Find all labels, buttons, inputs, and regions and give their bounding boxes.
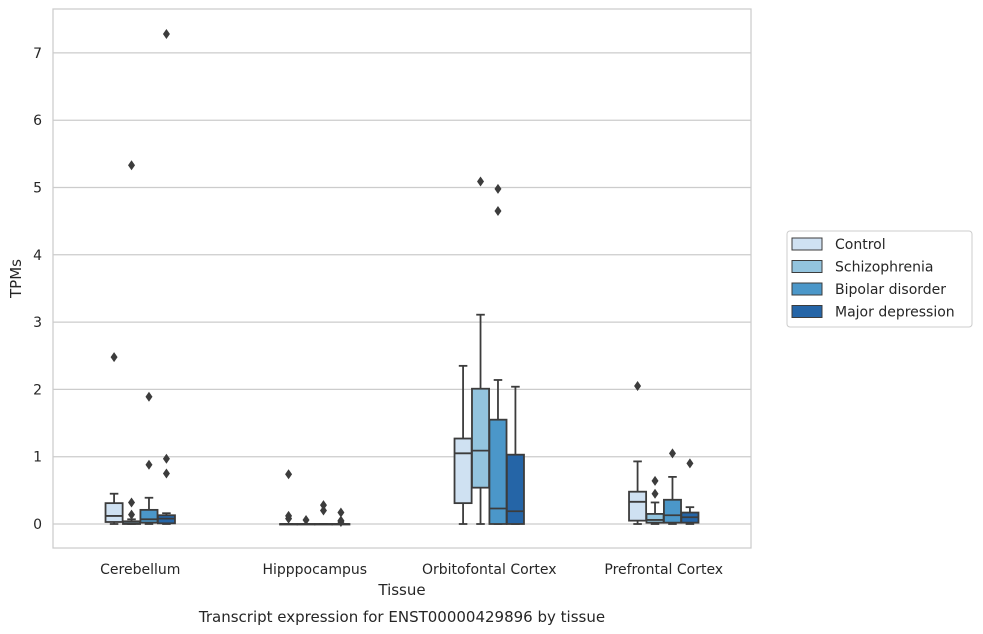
box [296, 514, 316, 526]
box-body [471, 387, 490, 489]
box [279, 469, 299, 526]
box [471, 176, 490, 525]
y-tick-label: 0 [33, 517, 42, 533]
outlier-point [302, 514, 310, 525]
boxes [104, 29, 700, 527]
outlier-point [128, 509, 136, 520]
x-tick-label: Orbitofontal Cortex [422, 562, 557, 578]
outlier-point [162, 29, 170, 40]
box-body [453, 437, 473, 505]
outlier-point [651, 488, 659, 499]
box-body [139, 508, 159, 524]
box [645, 475, 665, 525]
outlier-point [337, 507, 345, 518]
outlier-point [686, 458, 694, 469]
box [505, 385, 525, 525]
box [628, 381, 648, 525]
legend-label: Control [835, 237, 886, 253]
plot-area-frame [52, 8, 752, 549]
box [156, 29, 176, 525]
outlier-point [110, 352, 118, 363]
outlier-point [285, 469, 293, 480]
x-axis-ticks: Cerebellum Hipppocampus Orbitofontal Corte… [100, 562, 723, 578]
box [488, 183, 508, 525]
box [314, 500, 333, 526]
y-tick-label: 5 [33, 181, 42, 197]
outlier-point [494, 183, 502, 194]
outlier-point [651, 475, 659, 486]
outlier-point [285, 513, 293, 524]
outlier-point [145, 459, 153, 470]
legend-label: Major depression [835, 305, 955, 321]
legend-swatch [791, 305, 823, 318]
x-tick-label: Hipppocampus [262, 562, 367, 578]
y-tick-label: 1 [33, 450, 42, 466]
box [680, 458, 700, 525]
outlier-point [494, 206, 502, 217]
figure-caption: Transcript expression for ENST0000042989… [198, 608, 605, 626]
box-body [505, 453, 525, 525]
box-body [663, 498, 682, 524]
outlier-point [162, 453, 170, 464]
box [139, 391, 159, 525]
y-axis-title: TPMs [7, 259, 25, 299]
x-axis-title: Tissue [377, 581, 425, 599]
y-tick-label: 4 [33, 248, 42, 264]
legend-label: Schizophrenia [835, 260, 933, 276]
outlier-point [634, 381, 642, 392]
legend-swatch [791, 282, 823, 296]
y-tick-label: 7 [33, 46, 42, 62]
x-tick-label: Cerebellum [100, 562, 180, 578]
box-body [645, 513, 665, 524]
box-body [628, 490, 648, 522]
outlier-point [162, 468, 170, 479]
box [663, 448, 682, 525]
legend-label: Bipolar disorder [835, 282, 946, 298]
outlier-point [145, 391, 153, 402]
y-tick-label: 6 [33, 113, 42, 129]
box [122, 160, 141, 525]
box-body [104, 502, 124, 523]
box [453, 364, 473, 525]
y-axis-ticks: 0 1 2 3 4 5 6 7 [33, 46, 42, 533]
y-tick-label: 2 [33, 382, 42, 398]
outlier-point [319, 500, 327, 511]
legend-swatch [791, 260, 823, 273]
outlier-point [477, 176, 485, 187]
outlier-point [337, 516, 345, 527]
box [331, 507, 351, 527]
outlier-point [128, 497, 136, 508]
outlier-point [128, 160, 136, 171]
outlier-point [319, 505, 327, 516]
box [104, 352, 124, 525]
legend-swatch [791, 237, 823, 251]
gridlines [53, 52, 751, 525]
legend-frame [786, 230, 973, 328]
legend: Control Schizophrenia Bipolar disorder Majo… [786, 230, 973, 328]
outlier-point [668, 448, 676, 459]
x-tick-label: Prefrontal Cortex [604, 562, 723, 578]
y-tick-label: 3 [33, 315, 42, 331]
